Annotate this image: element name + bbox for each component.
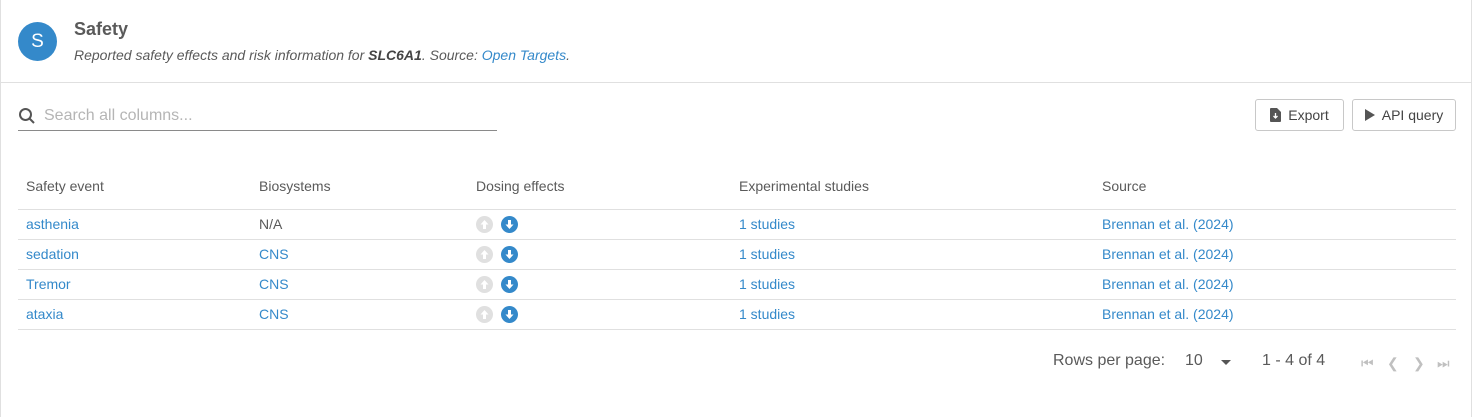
column-header-dosing-effects[interactable]: Dosing effects — [468, 163, 731, 210]
rows-per-page-select[interactable]: 10 — [1185, 352, 1233, 370]
cell-source: Brennan et al. (2024) — [1094, 269, 1456, 300]
table-row: asthenia N/A 1 studies Brennan et al. (2… — [18, 209, 1456, 240]
cell-studies: 1 studies — [731, 209, 1094, 240]
next-page-icon[interactable]: ❯ — [1413, 355, 1425, 371]
cell-dosing-effects — [468, 269, 731, 300]
cell-biosystems: CNS — [251, 239, 468, 270]
safety-event-link[interactable]: asthenia — [26, 216, 79, 232]
subtitle-text: . — [566, 47, 570, 63]
table-header-row: Safety event Biosystems Dosing effects E… — [18, 163, 1456, 210]
cell-source: Brennan et al. (2024) — [1094, 209, 1456, 240]
last-page-icon[interactable]: ⏭ — [1437, 355, 1450, 371]
open-targets-link[interactable]: Open Targets — [481, 47, 567, 63]
rows-per-page-value: 10 — [1185, 352, 1203, 369]
table-row: sedation CNS 1 studies Brennan et al. (2… — [18, 239, 1456, 270]
api-query-label: API query — [1381, 107, 1444, 123]
table-row: Tremor CNS 1 studies Brennan et al. (202… — [18, 269, 1456, 300]
increase-effect-icon — [476, 275, 493, 293]
cell-studies: 1 studies — [731, 239, 1094, 270]
studies-link[interactable]: 1 studies — [739, 216, 796, 232]
pagination-range: 1 - 4 of 4 — [1262, 352, 1326, 369]
biosystems-link[interactable]: CNS — [259, 276, 289, 292]
cell-biosystems: CNS — [251, 269, 468, 300]
section-title: Safety — [74, 19, 129, 39]
search-input[interactable] — [44, 107, 484, 125]
play-icon — [1364, 109, 1375, 121]
cell-safety-event: Tremor — [18, 269, 251, 300]
cell-studies: 1 studies — [731, 269, 1094, 300]
cell-safety-event: sedation — [18, 239, 251, 270]
cell-biosystems: CNS — [251, 299, 468, 330]
decrease-effect-icon — [501, 275, 518, 293]
source-link[interactable]: Brennan et al. (2024) — [1102, 216, 1234, 232]
cell-biosystems: N/A — [251, 209, 468, 240]
subtitle-text: . Source: — [421, 47, 482, 63]
search-field[interactable] — [18, 102, 497, 131]
source-link[interactable]: Brennan et al. (2024) — [1102, 276, 1234, 292]
target-symbol: SLC6A1 — [368, 47, 422, 63]
increase-effect-icon — [476, 215, 493, 233]
column-header-source[interactable]: Source — [1094, 163, 1456, 210]
column-header-safety-event[interactable]: Safety event — [18, 163, 251, 210]
export-label: Export — [1288, 107, 1329, 123]
file-download-icon — [1270, 108, 1282, 122]
api-query-button[interactable]: API query — [1352, 99, 1456, 131]
first-page-icon[interactable]: ⏮ — [1361, 355, 1374, 371]
studies-link[interactable]: 1 studies — [739, 276, 796, 292]
table-row: ataxia CNS 1 studies Brennan et al. (202… — [18, 299, 1456, 330]
safety-event-link[interactable]: sedation — [26, 246, 79, 262]
previous-page-icon[interactable]: ❮ — [1387, 355, 1399, 371]
card-header: S Safety Reported safety effects and ris… — [1, 0, 1471, 83]
subtitle-text: Reported safety effects and risk informa… — [74, 47, 369, 63]
safety-table: Safety event Biosystems Dosing effects E… — [18, 163, 1456, 330]
increase-effect-icon — [476, 305, 493, 323]
biosystems-link[interactable]: CNS — [259, 306, 289, 322]
cell-source: Brennan et al. (2024) — [1094, 239, 1456, 270]
cell-source: Brennan et al. (2024) — [1094, 299, 1456, 330]
cell-studies: 1 studies — [731, 299, 1094, 330]
section-subtitle: Reported safety effects and risk informa… — [74, 47, 570, 63]
cell-dosing-effects — [468, 239, 731, 270]
biosystems-link[interactable]: CNS — [259, 246, 289, 262]
cell-dosing-effects — [468, 299, 731, 330]
studies-link[interactable]: 1 studies — [739, 246, 796, 262]
safety-event-link[interactable]: Tremor — [26, 276, 71, 292]
column-header-biosystems[interactable]: Biosystems — [251, 163, 468, 210]
source-link[interactable]: Brennan et al. (2024) — [1102, 306, 1234, 322]
cell-safety-event: asthenia — [18, 209, 251, 240]
studies-link[interactable]: 1 studies — [739, 306, 796, 322]
section-avatar: S — [18, 22, 57, 61]
cell-dosing-effects — [468, 209, 731, 240]
rows-per-page-label: Rows per page: — [1053, 352, 1166, 369]
cell-safety-event: ataxia — [18, 299, 251, 330]
safety-event-link[interactable]: ataxia — [26, 306, 64, 322]
caret-down-icon — [1221, 360, 1231, 370]
source-link[interactable]: Brennan et al. (2024) — [1102, 246, 1234, 262]
decrease-effect-icon — [501, 245, 518, 263]
search-icon — [19, 108, 35, 124]
increase-effect-icon — [476, 245, 493, 263]
export-button[interactable]: Export — [1255, 99, 1344, 131]
biosystems-text: N/A — [259, 216, 283, 232]
decrease-effect-icon — [501, 215, 518, 233]
decrease-effect-icon — [501, 305, 518, 323]
column-header-experimental-studies[interactable]: Experimental studies — [731, 163, 1094, 210]
